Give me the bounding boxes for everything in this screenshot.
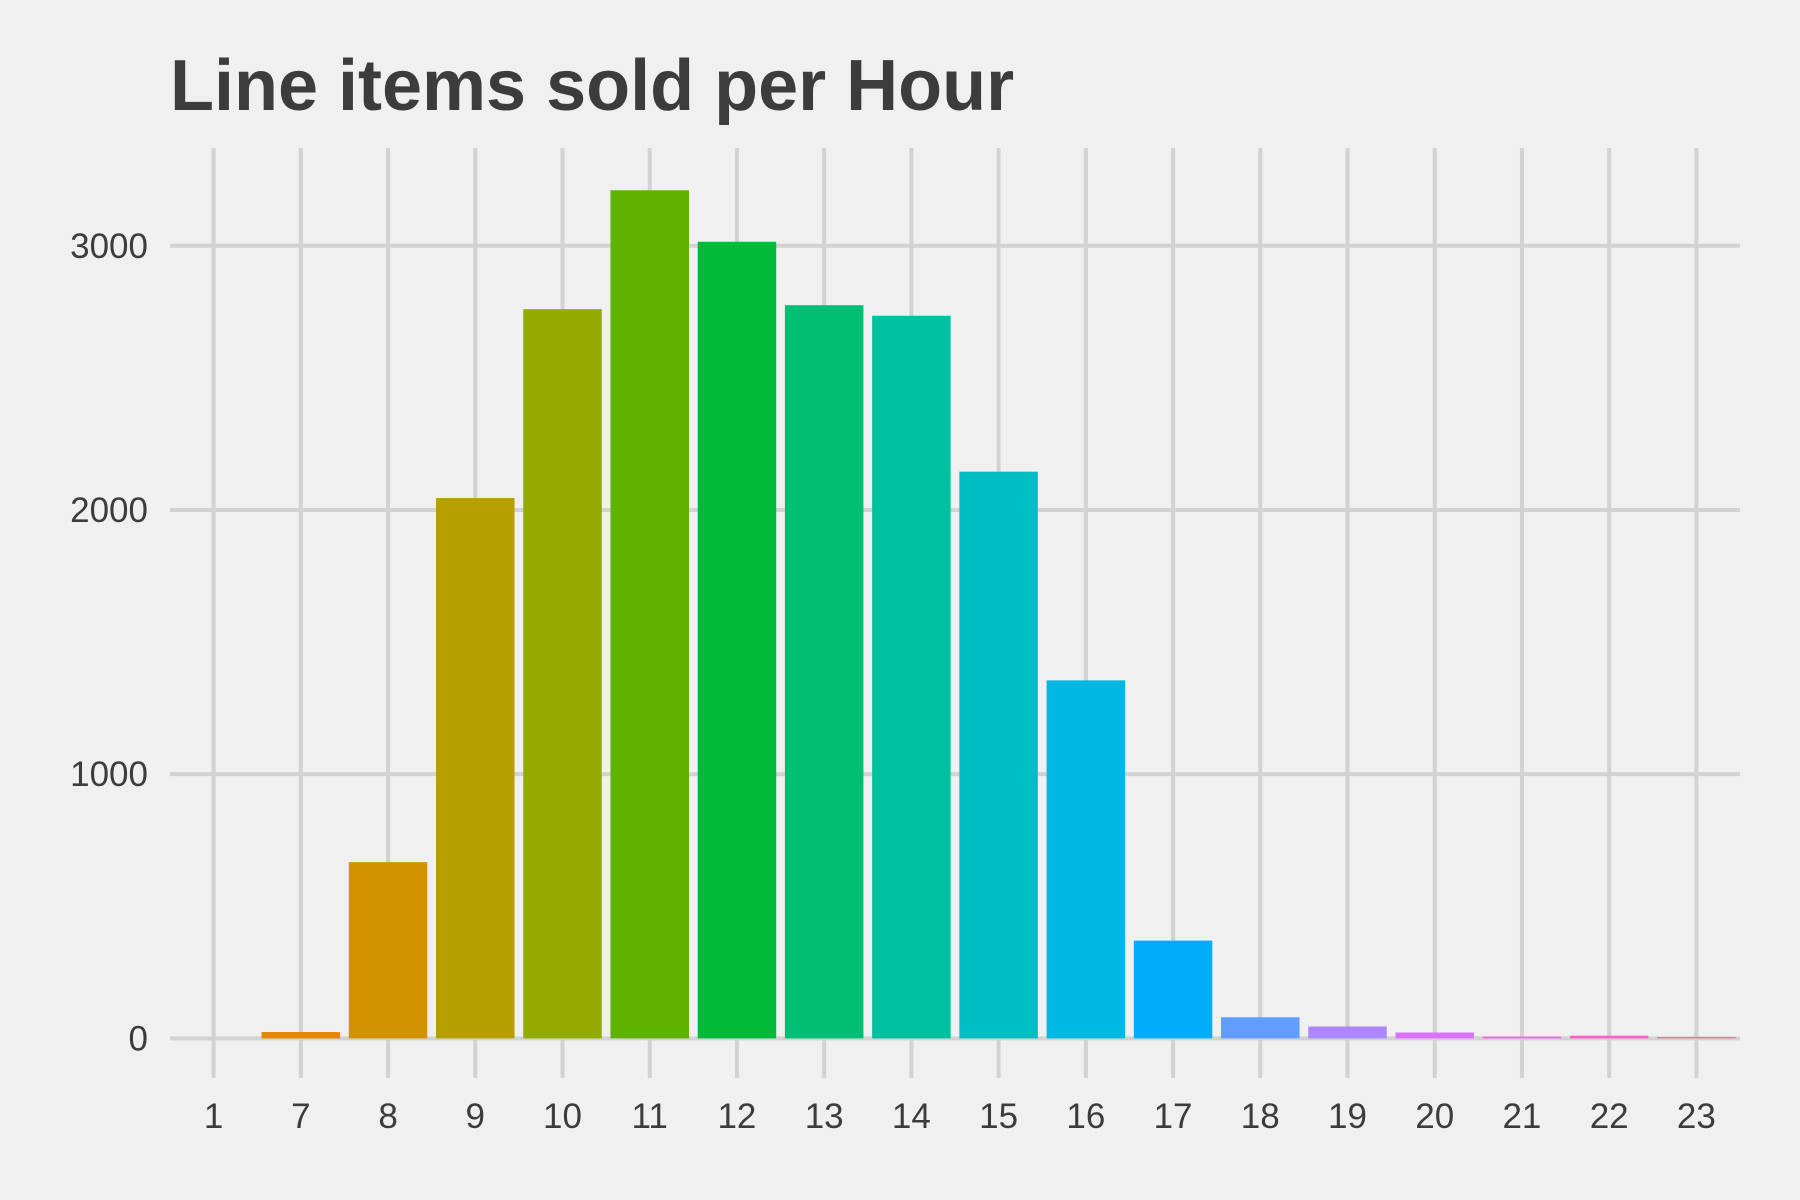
x-tick-label: 8 bbox=[378, 1097, 397, 1136]
bar-7 bbox=[261, 1032, 341, 1039]
x-tick-label: 9 bbox=[466, 1097, 485, 1136]
bar-22 bbox=[1569, 1035, 1649, 1039]
x-tick-label: 19 bbox=[1328, 1097, 1367, 1136]
bar-14 bbox=[872, 315, 951, 1039]
bars bbox=[261, 190, 1736, 1039]
bar-16 bbox=[1046, 680, 1126, 1039]
bar-11 bbox=[610, 190, 689, 1039]
x-tick-label: 20 bbox=[1415, 1097, 1454, 1136]
x-tick-label: 7 bbox=[291, 1097, 310, 1136]
bar-19 bbox=[1308, 1026, 1387, 1039]
y-tick-label: 1000 bbox=[70, 755, 148, 794]
x-tick-label: 23 bbox=[1677, 1097, 1716, 1136]
bar-13 bbox=[784, 305, 864, 1039]
y-tick-label: 2000 bbox=[70, 491, 148, 530]
bar-12 bbox=[697, 241, 777, 1039]
bar-17 bbox=[1133, 940, 1213, 1039]
bar-20 bbox=[1395, 1032, 1474, 1039]
x-tick-label: 14 bbox=[892, 1097, 931, 1136]
x-axis-tick-labels: 1 7 8 9 10 11 12 13 14 15 16 17 18 19 20 21 22 23 bbox=[204, 1097, 1716, 1136]
bar-10 bbox=[523, 309, 602, 1039]
x-tick-label: 22 bbox=[1590, 1097, 1629, 1136]
chart-title: Line items sold per Hour bbox=[170, 46, 1014, 126]
x-tick-label: 12 bbox=[717, 1097, 756, 1136]
bar-23 bbox=[1657, 1037, 1736, 1039]
x-tick-label: 13 bbox=[805, 1097, 844, 1136]
bar-21 bbox=[1482, 1036, 1562, 1039]
y-tick-label: 3000 bbox=[70, 227, 148, 266]
x-tick-label: 1 bbox=[204, 1097, 223, 1136]
y-tick-label: 0 bbox=[129, 1019, 148, 1058]
bar-18 bbox=[1221, 1017, 1300, 1039]
bar-15 bbox=[959, 471, 1038, 1039]
y-axis-tick-labels: 0 1000 2000 3000 bbox=[70, 227, 148, 1059]
bar-8 bbox=[348, 862, 428, 1039]
bar-9 bbox=[436, 498, 515, 1039]
x-tick-label: 17 bbox=[1154, 1097, 1193, 1136]
x-tick-label: 18 bbox=[1241, 1097, 1280, 1136]
x-tick-label: 10 bbox=[543, 1097, 582, 1136]
x-tick-label: 16 bbox=[1066, 1097, 1105, 1136]
x-tick-label: 15 bbox=[979, 1097, 1018, 1136]
x-tick-label: 11 bbox=[632, 1097, 668, 1136]
x-tick-label: 21 bbox=[1502, 1097, 1541, 1136]
